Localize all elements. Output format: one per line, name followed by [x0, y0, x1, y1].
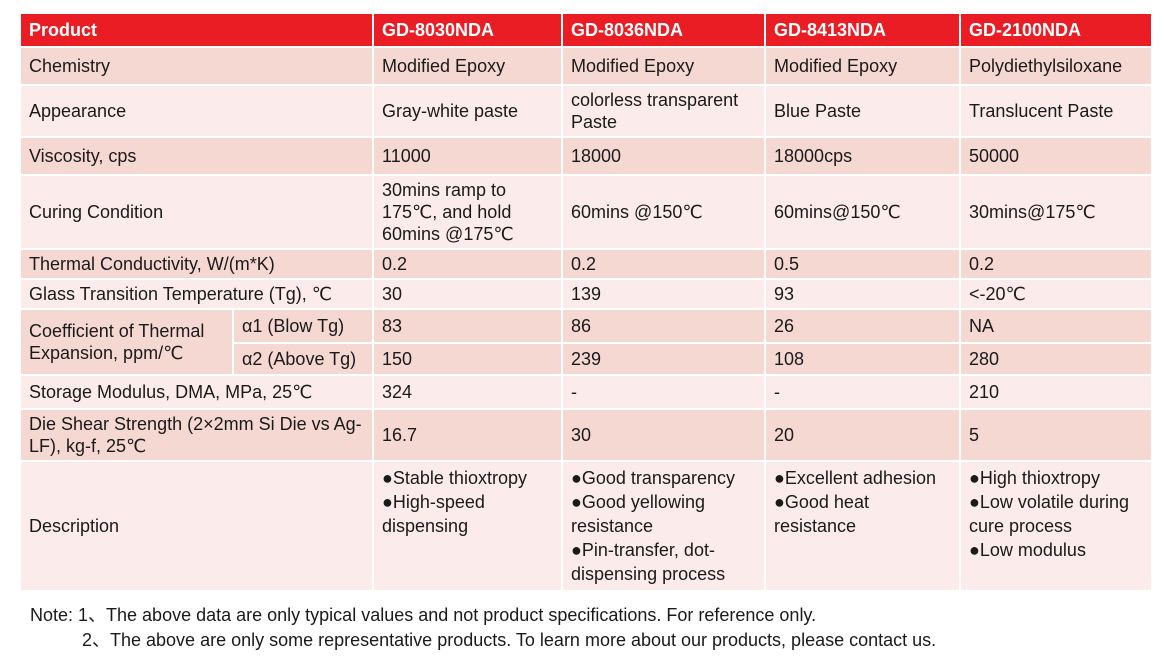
- header-product-1: GD-8030NDA: [372, 12, 564, 48]
- row-cte-a2: α2 (Above Tg) 150 239 108 280: [20, 342, 1154, 376]
- cell: 108: [764, 342, 962, 376]
- cell: 30: [561, 408, 767, 462]
- cell: 60mins @150℃: [561, 174, 767, 250]
- header-product-3: GD-8413NDA: [764, 12, 962, 48]
- row-label: Chemistry: [18, 46, 375, 86]
- cell: 50000: [959, 136, 1154, 176]
- row-description: Description ●Stable thioxtropy ●High-spe…: [18, 460, 1154, 592]
- cell: 83: [372, 308, 564, 344]
- header-product-4: GD-2100NDA: [959, 12, 1154, 48]
- row-label: Coefficient of Thermal Expansion, ppm/℃: [19, 308, 234, 376]
- bullet: ●Good heat resistance: [774, 492, 869, 536]
- product-spec-table: Product GD-8030NDA GD-8036NDA GD-8413NDA…: [18, 12, 1154, 592]
- cell: Translucent Paste: [959, 84, 1154, 138]
- row-chemistry: Chemistry Modified Epoxy Modified Epoxy …: [18, 46, 1154, 86]
- cell: 16.7: [372, 408, 564, 462]
- bullet: ●Stable thioxtropy: [382, 468, 527, 488]
- bullet: ●High-speed dispensing: [382, 492, 485, 536]
- header-product-2: GD-8036NDA: [561, 12, 767, 48]
- row-curing: Curing Condition 30mins ramp to 175℃, an…: [18, 174, 1154, 250]
- cell: Modified Epoxy: [561, 46, 767, 86]
- cell: Blue Paste: [764, 84, 962, 138]
- cell: 139: [561, 278, 767, 310]
- cell: 30mins ramp to 175℃, and hold 60mins @17…: [372, 174, 564, 250]
- description-cell: ●Stable thioxtropy ●High-speed dispensin…: [372, 460, 564, 592]
- sub-label: α1 (Blow Tg): [231, 308, 375, 344]
- header-product: Product: [18, 12, 375, 48]
- cell: 0.2: [561, 248, 767, 280]
- cell: 93: [764, 278, 962, 310]
- cell: <-20℃: [959, 278, 1154, 310]
- row-label: Glass Transition Temperature (Tg), ℃: [18, 278, 375, 310]
- cell: 0.2: [372, 248, 564, 280]
- bullet: ●Low modulus: [969, 540, 1086, 560]
- cell: 30mins@175℃: [959, 174, 1154, 250]
- notes: Note: 1、The above data are only typical …: [30, 603, 936, 653]
- cell: 18000cps: [764, 136, 962, 176]
- row-label: Description: [18, 460, 375, 592]
- cell: Gray-white paste: [372, 84, 564, 138]
- row-die-shear: Die Shear Strength (2×2mm Si Die vs Ag-L…: [18, 408, 1154, 462]
- cell: 30: [372, 278, 564, 310]
- row-label: Thermal Conductivity, W/(m*K): [18, 248, 375, 280]
- header-row: Product GD-8030NDA GD-8036NDA GD-8413NDA…: [18, 12, 1154, 48]
- note-line-2: 2、The above are only some representative…: [82, 630, 937, 650]
- row-label: Curing Condition: [18, 174, 375, 250]
- cell: Modified Epoxy: [372, 46, 564, 86]
- description-cell: ●Good transparency ●Good yellowing resis…: [561, 460, 767, 592]
- bullet: ●Good transparency: [571, 468, 735, 488]
- cell: 20: [764, 408, 962, 462]
- sub-label: α2 (Above Tg): [231, 342, 375, 376]
- cell: 11000: [372, 136, 564, 176]
- cell: 18000: [561, 136, 767, 176]
- row-thermal-conductivity: Thermal Conductivity, W/(m*K) 0.2 0.2 0.…: [18, 248, 1154, 280]
- cell: 210: [959, 374, 1154, 410]
- cell: 324: [372, 374, 564, 410]
- row-cte-a1: Coefficient of Thermal Expansion, ppm/℃ …: [19, 308, 1154, 376]
- row-storage-modulus: Storage Modulus, DMA, MPa, 25℃ 324 - - 2…: [18, 374, 1154, 410]
- cell: 239: [561, 342, 767, 376]
- cell: Modified Epoxy: [764, 46, 962, 86]
- cell: -: [764, 374, 962, 410]
- row-label: Die Shear Strength (2×2mm Si Die vs Ag-L…: [18, 408, 375, 462]
- description-cell: ●High thioxtropy ●Low volatile during cu…: [959, 460, 1154, 592]
- cell: 280: [959, 342, 1154, 376]
- bullet: ●High thioxtropy: [969, 468, 1100, 488]
- cell: -: [561, 374, 767, 410]
- row-glass-transition: Glass Transition Temperature (Tg), ℃ 30 …: [18, 278, 1154, 310]
- cell: 0.2: [959, 248, 1154, 280]
- row-viscosity: Viscosity, cps 11000 18000 18000cps 5000…: [18, 136, 1154, 176]
- description-cell: ●Excellent adhesion ●Good heat resistanc…: [764, 460, 962, 592]
- bullet: ●Good yellowing resistance: [571, 492, 705, 536]
- row-appearance: Appearance Gray-white paste colorless tr…: [18, 84, 1154, 138]
- bullet: ●Low volatile during cure process: [969, 492, 1129, 536]
- bullet: ●Excellent adhesion: [774, 468, 936, 488]
- row-label: Appearance: [18, 84, 375, 138]
- cell: 26: [764, 308, 962, 344]
- row-label: Viscosity, cps: [18, 136, 375, 176]
- row-label: Storage Modulus, DMA, MPa, 25℃: [18, 374, 375, 410]
- bullet: ●Pin-transfer, dot-dispensing process: [571, 540, 726, 584]
- cell: Polydiethylsiloxane: [959, 46, 1154, 86]
- cell: 86: [561, 308, 767, 344]
- cell: NA: [959, 308, 1154, 344]
- cell: 150: [372, 342, 564, 376]
- note-line-1: Note: 1、The above data are only typical …: [30, 605, 817, 625]
- cell: colorless transparent Paste: [561, 84, 767, 138]
- cell: 0.5: [764, 248, 962, 280]
- cell: 5: [959, 408, 1154, 462]
- cell: 60mins@150℃: [764, 174, 962, 250]
